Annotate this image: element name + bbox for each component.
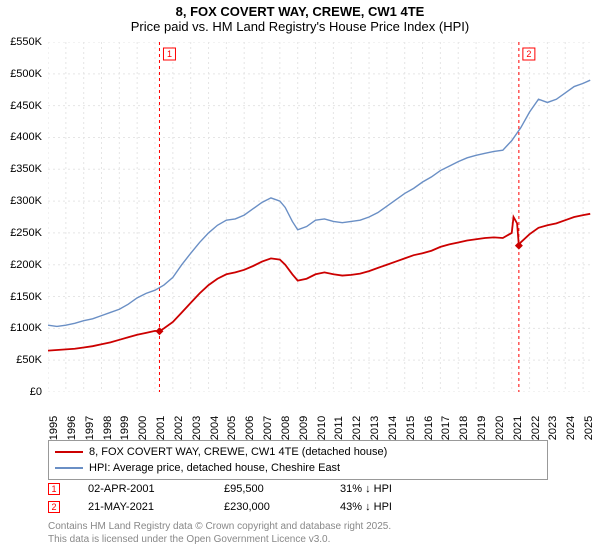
x-tick-label: 2020 (494, 416, 506, 440)
footer-license: This data is licensed under the Open Gov… (48, 533, 588, 546)
x-tick-label: 2005 (226, 416, 238, 440)
x-tick-label: 2024 (565, 416, 577, 440)
x-tick-label: 2010 (316, 416, 328, 440)
x-tick-label: 2017 (440, 416, 452, 440)
y-tick-label: £50K (16, 354, 42, 366)
x-tick-label: 2009 (298, 416, 310, 440)
y-tick-label: £450K (10, 100, 42, 112)
x-tick-label: 1995 (48, 416, 60, 440)
x-tick-label: 2004 (209, 416, 221, 440)
x-tick-label: 2015 (405, 416, 417, 440)
svg-text:2: 2 (526, 49, 531, 59)
y-tick-label: £100K (10, 322, 42, 334)
x-tick-label: 2006 (244, 416, 256, 440)
legend-text: 8, FOX COVERT WAY, CREWE, CW1 4TE (detac… (89, 446, 387, 458)
svg-text:1: 1 (167, 49, 172, 59)
legend-swatch (55, 467, 83, 469)
x-tick-label: 2003 (191, 416, 203, 440)
y-tick-label: £500K (10, 68, 42, 80)
x-tick-label: 1999 (119, 416, 131, 440)
price-table: 1 02-APR-2001 £95,500 31% ↓ HPI 2 21-MAY-2021… (48, 480, 548, 516)
y-tick-label: £550K (10, 36, 42, 48)
y-tick-label: £250K (10, 227, 42, 239)
x-tick-label: 2013 (369, 416, 381, 440)
y-tick-label: £400K (10, 131, 42, 143)
plot-svg: 12 (48, 42, 592, 392)
price-marker: 1 (48, 483, 60, 495)
footer-copyright: Contains HM Land Registry data © Crown c… (48, 520, 588, 533)
price-marker: 2 (48, 501, 60, 513)
price-date: 02-APR-2001 (88, 483, 208, 495)
price-date: 21-MAY-2021 (88, 501, 208, 513)
plot-area: 12 (48, 42, 592, 392)
x-tick-label: 2000 (137, 416, 149, 440)
x-tick-label: 2014 (387, 416, 399, 440)
footer: Contains HM Land Registry data © Crown c… (48, 520, 588, 546)
y-axis: £0£50K£100K£150K£200K£250K£300K£350K£400… (0, 42, 46, 392)
y-tick-label: £200K (10, 259, 42, 271)
x-tick-label: 2002 (173, 416, 185, 440)
x-tick-label: 2007 (262, 416, 274, 440)
price-value: £95,500 (224, 483, 324, 495)
x-tick-label: 2012 (351, 416, 363, 440)
x-tick-label: 2011 (333, 416, 345, 440)
y-tick-label: £300K (10, 195, 42, 207)
y-tick-label: £150K (10, 291, 42, 303)
legend-text: HPI: Average price, detached house, Ches… (89, 462, 340, 474)
x-tick-label: 1996 (66, 416, 78, 440)
x-tick-label: 1998 (102, 416, 114, 440)
x-tick-label: 2018 (458, 416, 470, 440)
x-tick-label: 2016 (423, 416, 435, 440)
x-tick-label: 2001 (155, 416, 167, 440)
y-tick-label: £0 (30, 386, 42, 398)
chart-container: 8, FOX COVERT WAY, CREWE, CW1 4TE Price … (0, 0, 600, 560)
x-axis: 1995 1996 1997 1998 1999 2000 2001 2002 2003 2004… (48, 396, 592, 438)
price-value: £230,000 (224, 501, 324, 513)
price-pct: 43% ↓ HPI (340, 501, 440, 513)
legend: 8, FOX COVERT WAY, CREWE, CW1 4TE (detac… (48, 440, 548, 480)
price-pct: 31% ↓ HPI (340, 483, 440, 495)
x-tick-label: 2023 (547, 416, 559, 440)
x-tick-label: 1997 (84, 416, 96, 440)
x-tick-label: 2008 (280, 416, 292, 440)
legend-swatch (55, 451, 83, 453)
title-block: 8, FOX COVERT WAY, CREWE, CW1 4TE Price … (0, 0, 600, 36)
x-tick-label: 2025 (583, 416, 595, 440)
x-tick-label: 2022 (530, 416, 542, 440)
legend-row: HPI: Average price, detached house, Ches… (55, 460, 541, 476)
price-row: 2 21-MAY-2021 £230,000 43% ↓ HPI (48, 498, 548, 516)
title-subtitle: Price paid vs. HM Land Registry's House … (0, 19, 600, 34)
price-row: 1 02-APR-2001 £95,500 31% ↓ HPI (48, 480, 548, 498)
x-tick-label: 2021 (512, 416, 524, 440)
title-address: 8, FOX COVERT WAY, CREWE, CW1 4TE (0, 4, 600, 19)
legend-row: 8, FOX COVERT WAY, CREWE, CW1 4TE (detac… (55, 444, 541, 460)
y-tick-label: £350K (10, 163, 42, 175)
x-tick-label: 2019 (476, 416, 488, 440)
